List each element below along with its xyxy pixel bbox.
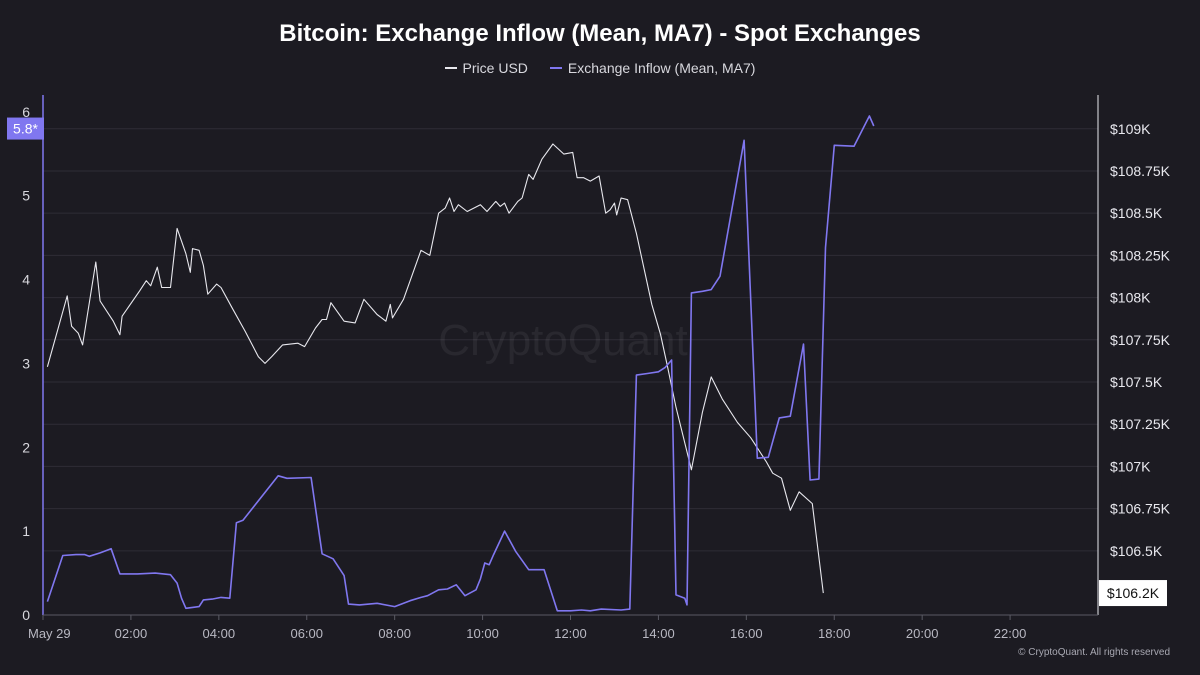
y-left-tick-label: 3	[22, 355, 30, 371]
y-left-tick-label: 1	[22, 523, 30, 539]
y-right-current-marker-label: $106.2K	[1107, 585, 1160, 601]
y-right-tick-label: $108.25K	[1110, 247, 1171, 263]
x-tick-label: 10:00	[466, 626, 499, 641]
chart-title: Bitcoin: Exchange Inflow (Mean, MA7) - S…	[279, 20, 921, 47]
x-tick-label: 12:00	[554, 626, 587, 641]
grid-lines	[43, 128, 1098, 552]
y-right-tick-label: $107.5K	[1110, 374, 1163, 390]
y-left-tick-label: 5	[22, 188, 30, 204]
y-right-tick-label: $108.75K	[1110, 163, 1171, 179]
x-tick-label: 04:00	[203, 626, 236, 641]
y-left-current-marker	[7, 117, 44, 140]
legend: Price USD Exchange Inflow (Mean, MA7)	[0, 60, 1200, 76]
legend-swatch-inflow	[549, 67, 562, 69]
y-left-axis-ticks: 0 1 2 3 4 5 6	[22, 104, 30, 623]
x-tick-label: 18:00	[818, 626, 851, 641]
y-right-tick-label: $107K	[1110, 458, 1151, 474]
y-right-tick-label: $109K	[1110, 121, 1151, 137]
x-axis-ticks: May 29 02:00 04:00 06:00 08:00 10:00 12:00 14:0…	[28, 615, 1026, 641]
x-tick-label: 20:00	[906, 626, 939, 641]
copyright-text: © CryptoQuant. All rights reserved	[1018, 647, 1170, 658]
legend-swatch-price	[444, 67, 457, 69]
y-right-tick-label: $106.75K	[1110, 501, 1171, 517]
y-right-tick-label: $108K	[1110, 290, 1151, 306]
y-right-current-marker	[1099, 580, 1167, 607]
legend-label-inflow: Exchange Inflow (Mean, MA7)	[567, 60, 756, 76]
x-tick-label: 16:00	[730, 626, 763, 641]
x-tick-label: May 29	[28, 626, 71, 641]
x-tick-label: 08:00	[378, 626, 411, 641]
y-left-current-marker-label: 5.8*	[13, 121, 38, 137]
y-left-tick-label: 0	[22, 607, 30, 623]
x-tick-label: 22:00	[994, 626, 1027, 641]
legend-item-price[interactable]: Price USD	[444, 60, 528, 76]
series-layer	[46, 115, 875, 612]
legend-label-price: Price USD	[462, 60, 528, 76]
current-value-markers: 5.8* $106.2K	[7, 117, 1167, 607]
y-right-tick-label: $108.5K	[1110, 205, 1163, 221]
x-tick-label: 06:00	[290, 626, 323, 641]
y-right-tick-label: $107.75K	[1110, 332, 1171, 348]
y-left-tick-label: 6	[22, 104, 30, 120]
watermark-text: CryptoQuant	[438, 316, 687, 365]
y-right-tick-label: $107.25K	[1110, 416, 1171, 432]
y-left-tick-label: 4	[22, 272, 30, 288]
series-line-inflow	[46, 115, 875, 612]
legend-item-inflow[interactable]: Exchange Inflow (Mean, MA7)	[549, 60, 756, 76]
y-left-tick-label: 2	[22, 439, 30, 455]
series-line-price	[46, 143, 824, 594]
y-right-axis-ticks: $106.5K $106.75K $107K $107.25K $107.5K $107.…	[1110, 121, 1171, 559]
x-tick-label: 14:00	[642, 626, 675, 641]
y-right-tick-label: $106.5K	[1110, 543, 1163, 559]
x-tick-label: 02:00	[115, 626, 148, 641]
